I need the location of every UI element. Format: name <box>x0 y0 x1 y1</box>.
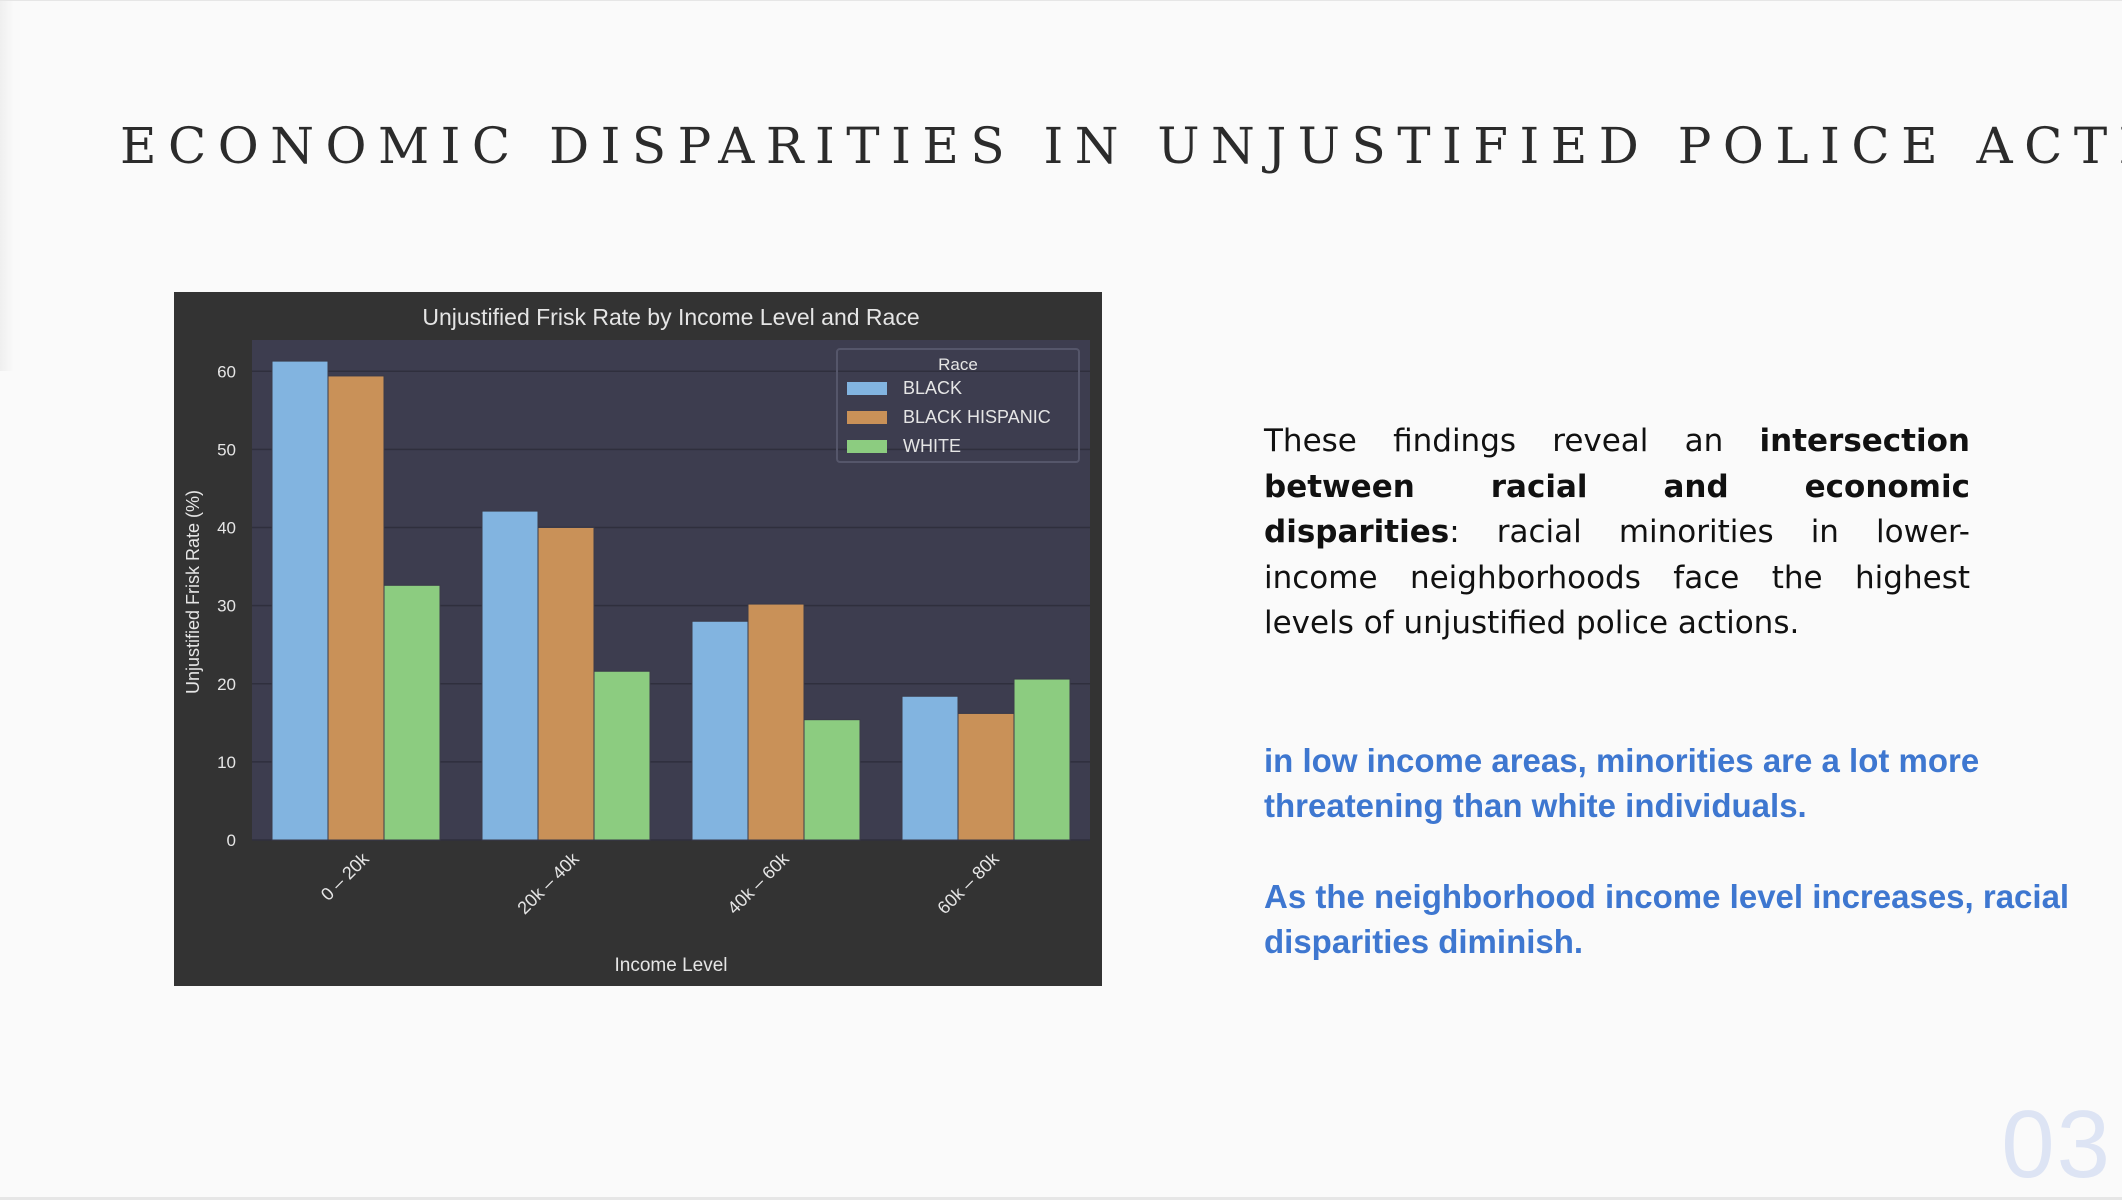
income-trend-note: As the neighborhood income level increas… <box>1264 878 2070 960</box>
y-tick-label: 60 <box>217 362 236 381</box>
y-tick-label: 0 <box>227 831 236 850</box>
bar <box>691 620 749 841</box>
findings-paragraph: These findings reveal an intersection be… <box>1264 419 1970 647</box>
findings-text-start: These findings reveal an <box>1264 423 1760 459</box>
y-tick-label: 20 <box>217 675 236 694</box>
slide-title: ECONOMIC DISPARITIES IN UNJUSTIFIED POLI… <box>120 117 2122 175</box>
bar-chart-svg: 0 10 20 30 40 50 60 0 – 20k 20k – 40k 40k – 60k 6… <box>174 292 1102 986</box>
x-tick-label: 60k – 80k <box>933 848 1003 918</box>
y-tick-labels: 0 10 20 30 40 50 60 <box>217 362 236 850</box>
slide-edge-shadow <box>0 1 14 371</box>
x-tick-label: 0 – 20k <box>317 848 374 905</box>
chart-legend: Race BLACK BLACK HISPANIC WHITE <box>836 348 1080 463</box>
legend-swatch <box>847 440 887 453</box>
bar <box>1013 678 1071 841</box>
x-tick-label: 40k – 60k <box>723 848 793 918</box>
legend-swatch <box>847 411 887 424</box>
x-tick-label: 20k – 40k <box>513 848 583 918</box>
bar <box>481 510 539 841</box>
legend-box <box>836 348 1080 463</box>
chart-title: Unjustified Frisk Rate by Income Level a… <box>422 304 919 330</box>
findings-text-emphasis: intersection between racial and economic… <box>1264 423 1970 550</box>
bar <box>271 360 329 841</box>
x-axis-label: Income Level <box>614 955 727 976</box>
findings-text-end: : racial minorities in lower-income neig… <box>1264 514 1970 641</box>
legend-items: BLACK BLACK HISPANIC WHITE <box>847 378 1051 456</box>
legend-title: Race <box>938 355 978 374</box>
low-income-note: in low income areas, minorities are a lo… <box>1264 742 1980 824</box>
bar <box>327 375 385 841</box>
bar <box>803 719 861 841</box>
y-axis-label: Unjustified Frisk Rate (%) <box>183 490 203 694</box>
y-tick-label: 40 <box>217 519 236 538</box>
page-number: 03 <box>2001 1091 2112 1198</box>
y-tick-label: 50 <box>217 440 236 459</box>
bar <box>747 603 805 841</box>
y-tick-label: 30 <box>217 597 236 616</box>
bar <box>593 670 651 841</box>
bar <box>901 695 959 841</box>
y-tick-label: 10 <box>217 753 236 772</box>
legend-swatch <box>847 382 887 395</box>
legend-label: BLACK HISPANIC <box>903 407 1051 427</box>
bar <box>537 527 595 841</box>
legend-label: BLACK <box>903 378 962 398</box>
legend-label: WHITE <box>903 436 961 456</box>
bar <box>383 584 441 841</box>
frisk-rate-chart: 0 10 20 30 40 50 60 0 – 20k 20k – 40k 40k – 60k 6… <box>174 292 1102 986</box>
bars <box>271 360 1071 841</box>
bar <box>957 712 1015 841</box>
x-tick-labels: 0 – 20k 20k – 40k 40k – 60k 60k – 80k <box>317 848 1004 918</box>
